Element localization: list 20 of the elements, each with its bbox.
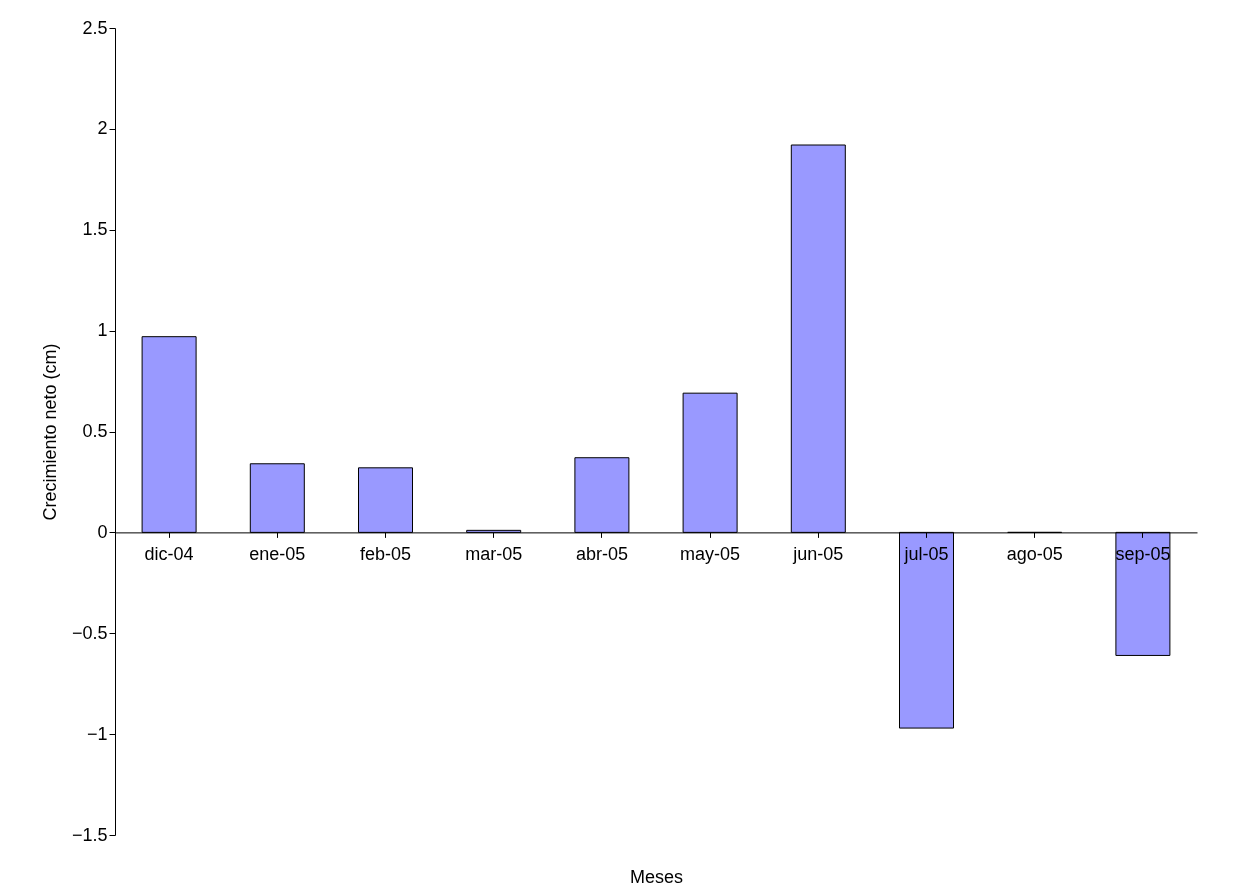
x-tick-label: jun-05 bbox=[792, 543, 844, 564]
y-tick-label: 0 bbox=[97, 521, 108, 542]
x-tick-label: may-05 bbox=[680, 543, 741, 564]
x-tick-label: ago-05 bbox=[1006, 543, 1063, 564]
y-tick-label: 0.5 bbox=[82, 421, 108, 441]
x-tick-label: dic-04 bbox=[144, 543, 194, 564]
y-tick-label: 2.5 bbox=[82, 17, 108, 38]
x-tick-label: abr-05 bbox=[575, 543, 628, 564]
x-tick-label: jul-05 bbox=[903, 543, 949, 564]
x-tick-label: feb-05 bbox=[359, 543, 412, 564]
y-axis-title: Crecimiento neto (cm) bbox=[39, 343, 60, 521]
y-tick-label: −1.5 bbox=[71, 824, 108, 845]
y-tick-label: 1 bbox=[97, 320, 108, 341]
x-axis-title: Meses bbox=[629, 866, 684, 887]
x-tick-label: mar-05 bbox=[465, 543, 523, 564]
y-tick-label: −0.5 bbox=[71, 622, 108, 643]
y-tick-label: 1.5 bbox=[82, 219, 108, 240]
x-tick-label: ene-05 bbox=[249, 543, 306, 564]
y-tick-label: −1 bbox=[86, 723, 108, 744]
y-tick-label: 2 bbox=[97, 118, 108, 139]
